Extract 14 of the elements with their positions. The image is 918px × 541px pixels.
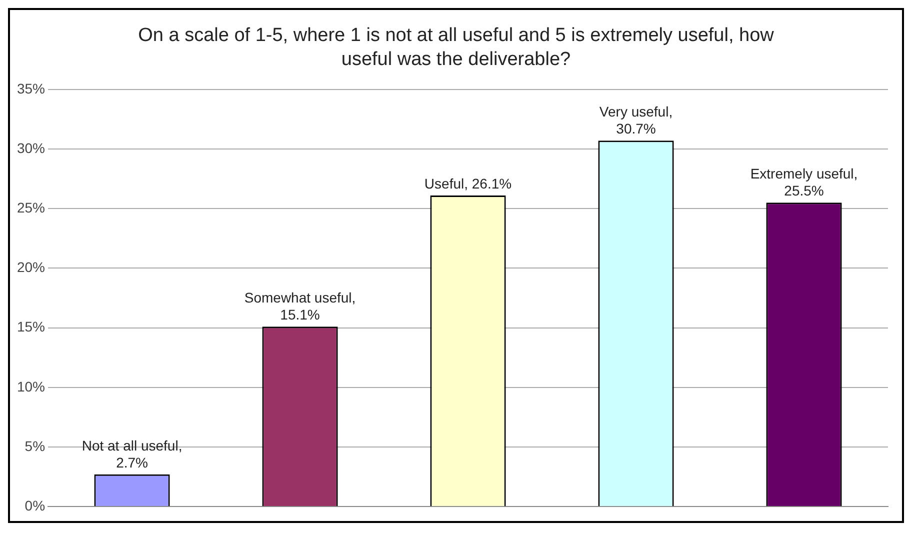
data-label: Very useful, 30.7% (599, 104, 673, 137)
y-tick-label: 15% (16, 318, 46, 335)
y-tick-label: 30% (16, 140, 46, 156)
y-tick-label: 5% (24, 438, 46, 454)
data-label: Not at all useful, 2.7% (82, 437, 182, 470)
y-tick-label: 10% (16, 378, 46, 394)
y-tick-label: 0% (24, 497, 46, 514)
data-label: Useful, 26.1% (424, 175, 512, 192)
y-tick-label: 20% (16, 259, 46, 276)
data-label: Extremely useful, 25.5% (750, 166, 858, 198)
chart-title: On a scale of 1-5, where 1 is not at all useful and 5 is extremely useful, how useful was the deliverable? (137, 24, 775, 72)
y-tick-label: 35% (16, 80, 46, 96)
data-label: Somewhat useful, 15.1% (244, 289, 356, 322)
y-tick-label: 25% (16, 199, 46, 216)
